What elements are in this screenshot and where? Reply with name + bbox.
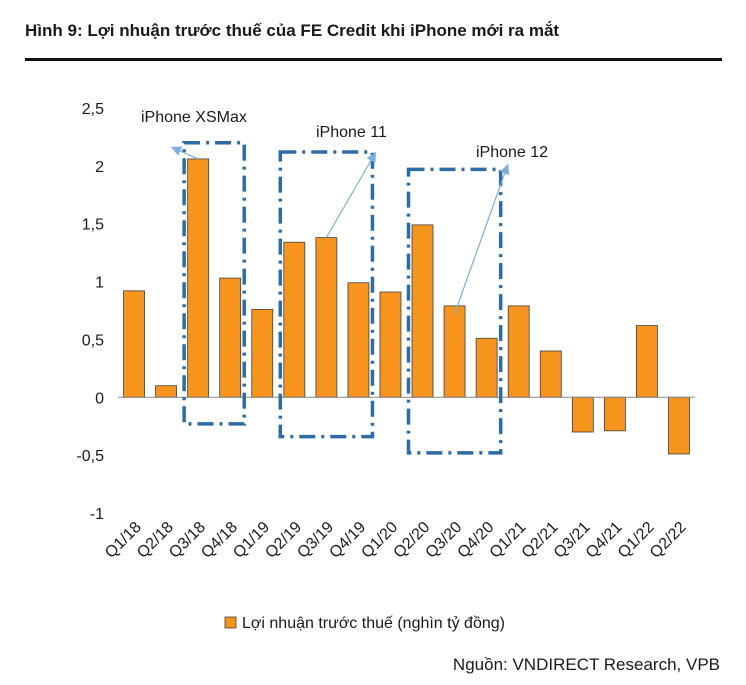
annotation-box <box>406 167 503 455</box>
annotation-box <box>278 150 375 439</box>
bar <box>507 305 530 398</box>
bar <box>315 237 338 398</box>
annotation-arrowhead <box>366 152 376 164</box>
bar <box>187 158 210 398</box>
bar <box>668 396 690 455</box>
annotation-arrowhead <box>171 146 183 156</box>
y-tick-label: 1 <box>95 275 104 292</box>
chart-title: Hình 9: Lợi nhuận trước thuế của FE Cred… <box>25 21 560 40</box>
y-tick-label: -0,5 <box>76 448 104 465</box>
bar <box>603 396 626 432</box>
bar <box>636 325 658 398</box>
bars-group <box>123 158 690 455</box>
y-tick-label: 0 <box>95 390 104 407</box>
annotations-group: iPhone XSMax iPhone 11 iPhone 12 <box>141 109 548 455</box>
bar <box>347 282 370 398</box>
y-tick-label: 1,5 <box>82 217 104 234</box>
source-note: Nguồn: VNDIRECT Research, VPB <box>452 655 720 674</box>
title-divider <box>25 58 722 61</box>
bar <box>571 396 594 433</box>
legend: Lợi nhuận trước thuế (nghìn tỷ đồng) <box>224 615 505 632</box>
annotation-arrow <box>454 163 509 315</box>
annotation-box <box>182 140 246 426</box>
bar <box>379 291 402 398</box>
y-tick-label: 2,5 <box>82 101 104 118</box>
y-tick-label: -1 <box>90 506 104 523</box>
legend-label: Lợi nhuận trước thuế (nghìn tỷ đồng) <box>242 615 505 632</box>
legend-swatch <box>224 616 237 629</box>
x-axis: Q1/18Q2/18Q3/18Q4/18Q1/19Q2/19Q3/19Q4/19… <box>102 519 690 562</box>
bar <box>411 224 434 398</box>
bar <box>443 305 466 398</box>
annotation-label: iPhone XSMax <box>141 109 247 126</box>
y-tick-label: 0,5 <box>82 332 104 349</box>
y-axis: 2,5 2 1,5 1 0,5 0 -0,5 -1 <box>76 101 104 523</box>
bar <box>219 277 242 398</box>
bar <box>283 241 306 398</box>
annotation-label: iPhone 12 <box>476 144 548 161</box>
annotation-arrow <box>325 151 377 238</box>
x-tick-label: Q2/22 <box>647 519 690 562</box>
bar <box>539 350 562 398</box>
annotation-arrowhead <box>499 164 510 176</box>
annotation-label: iPhone 11 <box>316 124 387 141</box>
bar <box>475 337 498 398</box>
bar <box>155 385 177 398</box>
bar <box>251 308 274 398</box>
bar <box>123 290 145 398</box>
bar-chart: 2,5 2 1,5 1 0,5 0 -0,5 -1 Q1/18Q2/18Q3/18Q4/18Q… <box>76 101 695 632</box>
y-tick-label: 2 <box>95 159 104 176</box>
